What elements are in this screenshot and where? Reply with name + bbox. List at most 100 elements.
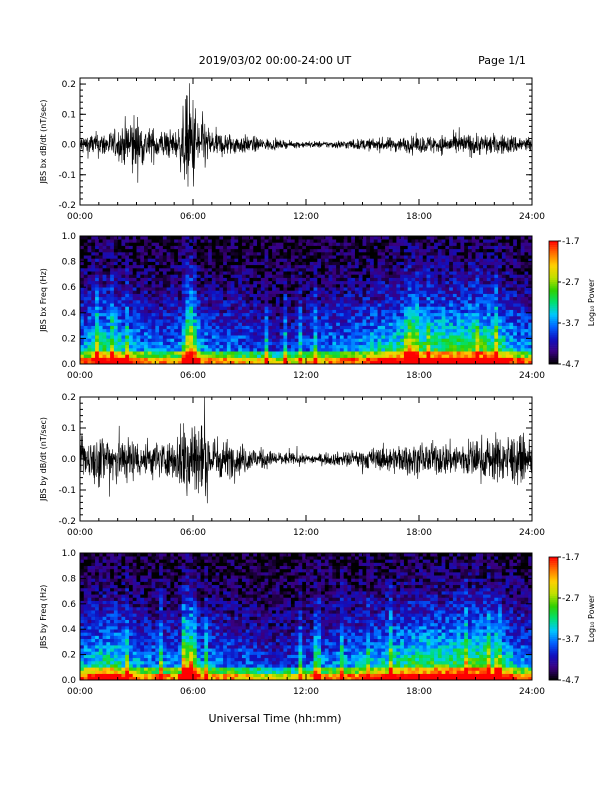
spectrogram-cell: [166, 351, 171, 355]
spectrogram-cell: [411, 312, 416, 317]
spectrogram-cell: [102, 290, 107, 294]
spectrogram-cell: [245, 306, 250, 310]
spectrogram-cell: [460, 271, 465, 275]
spectrogram-cell: [211, 322, 216, 326]
spectrogram-cell: [226, 348, 231, 352]
spectrogram-cell: [490, 290, 495, 294]
spectrogram-cell: [411, 290, 416, 294]
spectrogram-cell: [392, 290, 397, 294]
spectrogram-cell: [264, 348, 269, 352]
spectrogram-cell: [230, 316, 235, 320]
spectrogram-cell: [501, 248, 506, 253]
spectrogram-cell: [339, 300, 344, 304]
spectrogram-cell: [260, 271, 265, 275]
spectrogram-cell: [174, 303, 179, 307]
spectrogram-cell: [475, 354, 480, 358]
spectrogram-cell: [253, 287, 258, 291]
spectrogram-cell: [204, 290, 209, 294]
spectrogram-cell: [419, 296, 424, 301]
spectrogram-cell: [385, 351, 390, 355]
spectrogram-cell: [151, 261, 156, 266]
spectrogram-cell: [106, 306, 111, 310]
spectrogram-cell: [290, 312, 295, 317]
spectrogram-cell: [268, 293, 273, 298]
spectrogram-cell: [377, 255, 382, 259]
spectrogram-cell: [193, 287, 198, 291]
spectrogram-cell: [98, 290, 103, 294]
spectrogram-cell: [366, 287, 371, 291]
spectrogram-cell: [339, 252, 344, 256]
spectrogram-cell: [287, 312, 292, 317]
spectrogram-cell: [238, 312, 243, 317]
spectrogram-cell: [419, 271, 424, 275]
spectrogram-cell: [321, 274, 326, 278]
spectrogram-cell: [513, 338, 518, 342]
spectrogram-cell: [524, 300, 529, 304]
spectrogram-cell: [475, 296, 480, 301]
spectrogram-cell: [366, 348, 371, 352]
spectrogram-cell: [347, 252, 352, 256]
spectrogram-cell: [437, 351, 442, 355]
spectrogram-cell: [524, 261, 529, 266]
spectrogram-cell: [234, 274, 239, 278]
spectrogram-cell: [419, 261, 424, 266]
spectrogram-cell: [354, 312, 360, 317]
spectrogram-cell: [162, 258, 167, 262]
spectrogram-cell: [200, 293, 205, 298]
spectrogram-cell: [298, 309, 303, 314]
spectrogram-cell: [354, 338, 360, 342]
spectrogram-cell: [98, 306, 103, 310]
spectrogram-cell: [264, 319, 269, 323]
spectrogram-cell: [234, 271, 239, 275]
spectrogram-cell: [479, 258, 484, 262]
spectrogram-cell: [110, 316, 115, 320]
spectrogram-cell: [509, 271, 514, 275]
spectrogram-cell: [147, 344, 152, 349]
spectrogram-cell: [80, 290, 85, 294]
spectrogram-cell: [87, 287, 92, 291]
spectrogram-cell: [200, 255, 205, 259]
spectrogram-cell: [370, 322, 375, 326]
spectrogram-cell: [475, 335, 480, 339]
spectrogram-cell: [238, 264, 243, 269]
spectrogram-cell: [151, 312, 156, 317]
spectrogram-cell: [403, 319, 408, 323]
spectrogram-cell: [204, 300, 209, 304]
spectrogram-cell: [505, 284, 510, 288]
spectrogram-cell: [347, 277, 352, 282]
spectrogram-cell: [181, 354, 186, 358]
spectrogram-cell: [343, 322, 348, 326]
spectrogram-cell: [294, 280, 299, 285]
spectrogram-cell: [415, 325, 420, 330]
spectrogram-cell: [509, 245, 514, 250]
spectrogram-cell: [475, 306, 480, 310]
spectrogram-cell: [102, 271, 107, 275]
spectrogram-cell: [381, 293, 386, 298]
spectrogram-cell: [151, 319, 156, 323]
spectrogram-cell: [385, 328, 390, 333]
spectrogram-cell: [279, 280, 284, 285]
spectrogram-cell: [434, 284, 439, 288]
spectrogram-cell: [193, 325, 198, 330]
spectrogram-cell: [407, 248, 412, 253]
spectrogram-cell: [264, 255, 269, 259]
spectrogram-cell: [95, 236, 100, 240]
spectrogram-cell: [121, 242, 126, 246]
spectrogram-cell: [208, 316, 213, 320]
spectrogram-cell: [430, 290, 435, 294]
spectrogram-cell: [351, 357, 356, 362]
spectrogram-cell: [283, 319, 288, 323]
spectrogram-cell: [268, 312, 273, 317]
spectrogram-cell: [396, 296, 401, 301]
spectrogram-cell: [343, 236, 348, 240]
spectrogram-cell: [249, 354, 254, 358]
spectrogram-cell: [452, 264, 457, 269]
spectrogram-cell: [95, 274, 100, 278]
spectrogram-cell: [313, 290, 318, 294]
spectrogram-cell: [339, 296, 344, 301]
spectrogram-cell: [226, 239, 231, 243]
spectrogram-cell: [294, 264, 299, 269]
spectrogram-cell: [400, 258, 405, 262]
spectrogram-cell: [494, 328, 499, 333]
spectrogram-cell: [200, 296, 205, 301]
